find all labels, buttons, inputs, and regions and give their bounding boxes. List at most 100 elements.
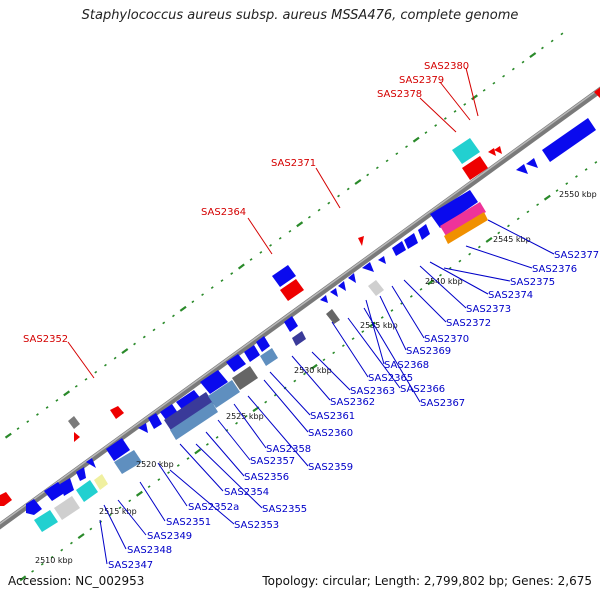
gene-label[interactable]: SAS2357 [250,456,295,467]
gene-navy-a [164,392,214,432]
minor-tick [497,231,501,235]
minor-tick [468,252,472,256]
leader-sas2366 [347,317,401,389]
gene-blue-x [404,233,418,249]
gene-label[interactable]: SAS2376 [532,264,577,275]
gene-blue-i [160,404,178,420]
minor-tick [133,342,136,346]
minor-tick [235,421,238,425]
gene-blue-aa [516,164,528,174]
leader-sas2375 [443,267,511,282]
gene-label[interactable]: SAS2370 [424,334,469,345]
gene-label[interactable]: SAS2372 [446,318,491,329]
gene-cyan-a [34,510,58,532]
minor-tick [40,562,44,566]
gene-label[interactable]: SAS2360 [308,428,353,439]
gene-label[interactable]: SAS2349 [147,531,192,542]
minor-tick [453,110,457,113]
leader-sas2361 [269,371,311,416]
minor-tick [375,166,379,170]
map-title: Staphylococcus aureus subsp. aureus MSSA… [81,8,519,23]
gene-label[interactable]: SAS2371 [271,158,316,169]
gene-label[interactable]: SAS2359 [308,462,353,473]
gene-label[interactable]: SAS2347 [108,560,153,571]
gene-label[interactable]: SAS2380 [424,61,469,72]
gene-label[interactable]: SAS2358 [266,444,311,455]
gene-label[interactable]: SAS2353 [234,520,279,531]
leader-sas2373 [419,265,467,309]
leader-sas2377 [487,219,555,255]
gene-label[interactable]: SAS2352 [23,334,68,345]
minor-tick [541,46,544,50]
gene-steel-b [170,402,218,440]
gene-blue-a [26,499,42,515]
gene-gray-small [68,416,80,429]
minor-tick [70,541,73,545]
minor-tick [443,117,447,120]
gene-label[interactable]: SAS2377 [554,250,599,261]
minor-tick [307,215,311,219]
gene-label[interactable]: SAS2348 [127,545,172,556]
minor-tick [511,67,515,71]
major-tick [412,136,420,143]
gene-blue-ab [526,158,538,168]
major-tick [194,448,202,455]
gene-yellow-a [94,474,108,490]
major-tick [529,52,537,58]
minor-tick [94,370,98,374]
minor-tick [366,173,370,177]
gene-label[interactable]: SAS2361 [310,411,355,422]
minor-tick [380,316,384,319]
leader-sas2354 [179,443,224,492]
leader-sas2368 [365,299,385,365]
minor-tick [147,485,151,489]
gene-label[interactable]: SAS2379 [399,75,444,86]
gene-blue-e [86,458,96,468]
minor-tick [482,88,486,92]
minor-tick [269,244,272,247]
major-tick [179,305,187,312]
gene-label[interactable]: SAS2373 [466,304,511,315]
minor-tick [341,344,345,348]
gene-gray-b [368,280,384,296]
gene-label[interactable]: SAS2355 [262,504,307,515]
gene-label[interactable]: SAS2375 [510,277,555,288]
leader-sas2362 [291,355,331,401]
leader-sas2365 [331,321,369,378]
gene-blue-g [138,423,148,433]
minor-tick [230,272,234,275]
gene-label[interactable]: SAS2352a [188,502,239,513]
scale-labels: 2510 kbp 2515 kbp 2520 kbp 2525 kbp 2530… [35,190,597,565]
minor-tick [60,548,64,552]
leader-sas2364 [247,217,273,255]
outer-ring-ticks [4,32,564,439]
minor-tick [337,194,340,198]
minor-tick [16,427,20,430]
leader-sas2353 [169,469,235,525]
gene-label[interactable]: SAS2367 [420,398,465,409]
gene-label[interactable]: SAS2362 [330,397,375,408]
blue-gene-labels: SAS2347 SAS2348 SAS2349 SAS2351 SAS2352a… [108,250,599,571]
minor-tick [176,464,180,467]
minor-tick [244,414,248,418]
gene-label[interactable]: SAS2351 [166,517,211,528]
gene-blue-l [226,354,246,372]
gene-label[interactable]: SAS2369 [406,346,451,357]
minor-tick [327,201,331,205]
minor-tick [84,377,88,381]
gene-label[interactable]: SAS2364 [201,207,246,218]
minor-tick [424,131,428,134]
gene-label[interactable]: SAS2368 [384,360,429,371]
gene-label[interactable]: SAS2378 [377,89,422,100]
gene-label[interactable]: SAS2354 [224,487,269,498]
gene-blue-v [378,256,386,264]
minor-tick [172,314,175,318]
gene-blue-o [284,316,298,332]
major-tick [135,490,143,497]
gene-label[interactable]: SAS2356 [244,472,289,483]
gene-label[interactable]: SAS2374 [488,290,533,301]
gene-blue-f [106,438,130,461]
gene-label[interactable]: SAS2363 [350,386,395,397]
gene-label[interactable]: SAS2366 [400,384,445,395]
gene-label[interactable]: SAS2365 [368,373,413,384]
